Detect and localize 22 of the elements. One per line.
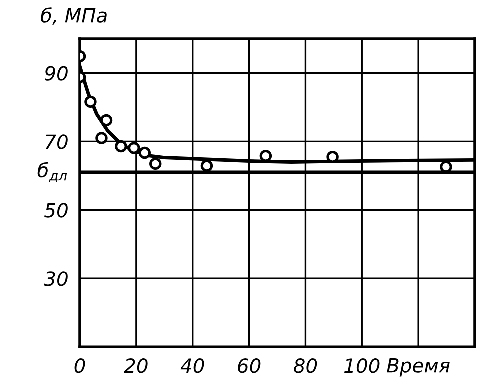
point xyxy=(150,158,162,170)
x-axis-title: Время xyxy=(387,358,450,377)
point xyxy=(128,142,140,154)
x-tick-label: 80 xyxy=(294,358,318,374)
y-tick-label: 30 xyxy=(44,272,68,286)
y-tick-label: 70 xyxy=(46,134,68,150)
point xyxy=(84,96,97,108)
y-tick-label: 50 xyxy=(44,203,68,218)
point xyxy=(96,132,108,144)
y-tick-label: 90 xyxy=(45,66,68,81)
point xyxy=(115,140,128,153)
x-tick-label: 0 xyxy=(74,358,86,374)
x-tick-label: 60 xyxy=(238,358,261,374)
point xyxy=(100,114,113,127)
point xyxy=(200,160,214,172)
y-axis-title: б, МПа xyxy=(41,8,107,25)
point xyxy=(326,150,339,164)
point xyxy=(138,146,152,160)
x-tick-label: 20 xyxy=(124,358,148,374)
ref-line-label: б$_{дл}$ xyxy=(38,162,68,182)
x-tick-label: 100 xyxy=(344,358,380,374)
x-tick-label: 40 xyxy=(180,358,204,374)
